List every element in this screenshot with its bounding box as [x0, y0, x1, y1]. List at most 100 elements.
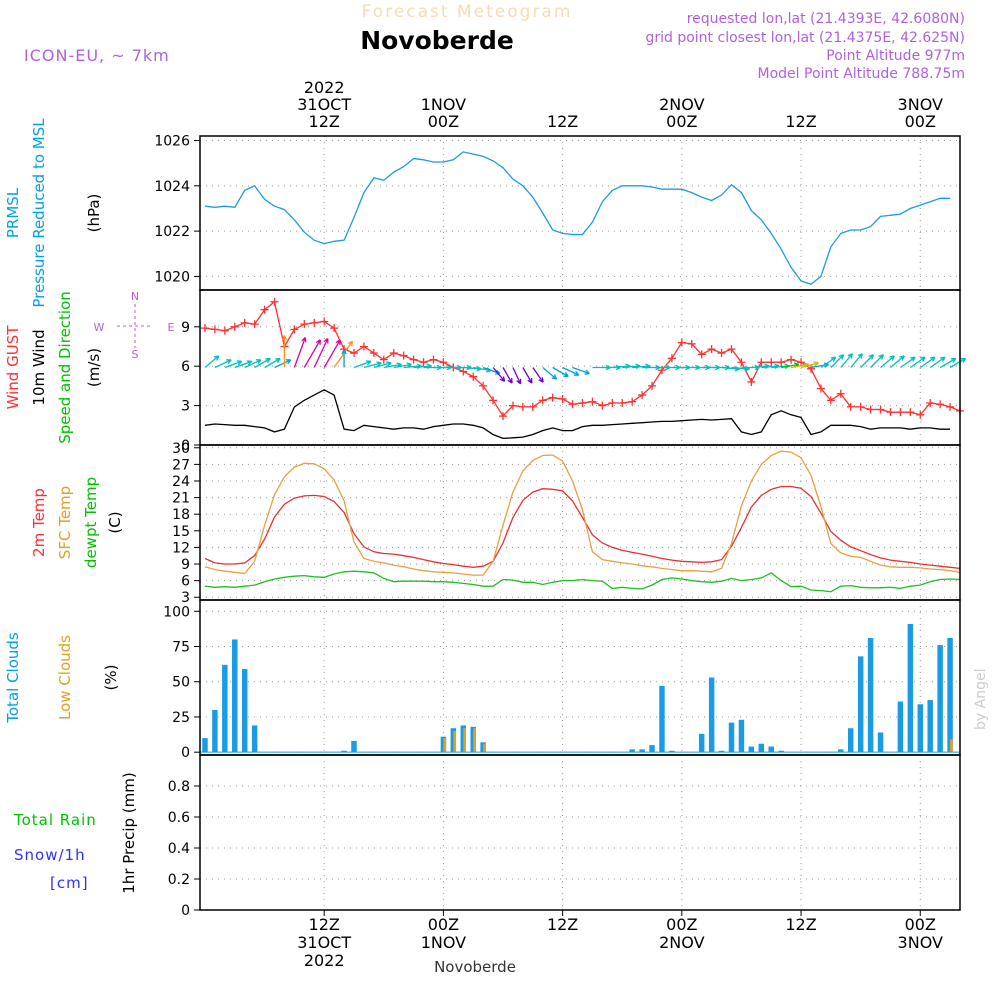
low-clouds-bar	[483, 743, 486, 753]
total-clouds-bar	[241, 669, 248, 753]
total-clouds-bar	[232, 639, 238, 753]
gust-marker	[767, 358, 776, 367]
low-clouds-bar	[473, 728, 476, 753]
clouds-label: Low Clouds	[56, 635, 74, 720]
wind-arrow	[830, 354, 845, 368]
station-title: Novoberde	[360, 26, 514, 55]
gust-marker	[618, 398, 627, 407]
gust-marker	[876, 405, 885, 414]
total-clouds-bar	[341, 750, 347, 753]
wind-arrow	[373, 361, 392, 369]
gust-marker	[369, 349, 378, 358]
low-clouds-bar	[443, 738, 447, 753]
temperature-label: 2m Temp	[30, 488, 48, 557]
temperature-y-tick-label: 30	[172, 441, 190, 457]
clouds-y-tick-label: 25	[172, 710, 190, 726]
precip-axis-label: 1hr Precip (mm)	[120, 772, 138, 893]
temperature-label: SFC Temp	[56, 486, 74, 559]
time-label-top: 3NOV	[898, 95, 943, 114]
total-clouds-bar	[927, 700, 933, 753]
total-clouds-bar	[748, 746, 755, 753]
temperature-y-tick-label: 6	[181, 574, 190, 590]
wind-arrow	[341, 349, 347, 368]
gust-marker	[210, 325, 219, 334]
precip-y-tick-label: 0	[181, 903, 190, 919]
gust-marker	[479, 381, 488, 390]
precip-y-tick-label: 0.4	[168, 841, 190, 857]
gust-marker	[320, 317, 329, 326]
gust-marker	[638, 391, 647, 400]
total-clouds-bar	[937, 645, 943, 753]
time-label-bottom: 12Z	[785, 915, 816, 934]
gust-marker	[260, 305, 269, 314]
sfc-temp-line	[204, 450, 961, 576]
wind-arrow	[919, 356, 936, 369]
gust-marker	[409, 355, 418, 364]
gust-marker	[787, 355, 796, 364]
gust-marker	[528, 402, 537, 411]
gust-marker	[687, 339, 696, 348]
time-label-bottom: 00Z	[428, 915, 459, 934]
wind-arrow	[313, 337, 329, 368]
gust-marker	[220, 326, 229, 335]
time-label-bottom: 1NOV	[421, 933, 466, 952]
gust-marker	[548, 393, 557, 402]
gust-marker	[906, 408, 915, 417]
wind-arrow	[254, 357, 271, 369]
time-label-top: 12Z	[785, 112, 816, 131]
wind-arrow	[562, 366, 580, 376]
wind-arrow	[274, 359, 292, 369]
gust-marker	[300, 320, 309, 329]
gust-marker	[399, 351, 408, 360]
gust-marker	[697, 350, 706, 359]
total-clouds-bar	[659, 685, 665, 753]
gust-marker	[429, 355, 438, 364]
gust-marker	[856, 402, 865, 411]
wind-arrow	[880, 355, 895, 368]
wind-arrow	[860, 354, 874, 368]
total-clouds-bar	[738, 719, 745, 753]
pressure-label: (hPa)	[85, 194, 103, 233]
gust-marker	[538, 396, 547, 405]
gust-marker	[866, 405, 875, 414]
temperature-y-tick-label: 18	[172, 507, 190, 523]
wind-arrow	[281, 335, 288, 368]
total-clouds-bar	[867, 638, 874, 753]
precip-y-tick-label: 0.6	[168, 810, 190, 826]
total-clouds-bar	[698, 733, 705, 753]
time-label-top: 12Z	[547, 112, 578, 131]
wind-label: 10m Wind	[30, 329, 48, 405]
gust-marker	[806, 364, 815, 373]
model-label: ICON-EU, ~ 7km	[24, 46, 170, 65]
wind-label: Wind GUST	[4, 325, 22, 410]
compass-letter: E	[168, 321, 175, 334]
total-clouds-bar	[202, 738, 208, 753]
requested-coords: requested lon,lat (21.4393E, 42.6080N)	[687, 11, 965, 27]
faded-title: Forecast Meteogram	[362, 2, 573, 22]
total-clouds-bar	[669, 750, 675, 753]
time-label-top: 31OCT	[297, 95, 351, 114]
wind-arrow	[949, 357, 967, 369]
model-altitude: Model Point Altitude 788.75m	[758, 66, 965, 82]
compass-rose-icon	[117, 304, 153, 348]
time-label-bottom: 31OCT	[297, 933, 351, 952]
gust-marker	[459, 367, 468, 376]
time-label-top: 00Z	[428, 112, 459, 131]
gust-marker	[737, 358, 746, 367]
gust-marker	[926, 398, 935, 407]
gust-marker	[757, 358, 766, 367]
wind-y-tick-label: 6	[181, 359, 190, 375]
gust-marker	[896, 408, 905, 417]
wind-y-tick-label: 0	[181, 438, 190, 454]
wind-arrow	[353, 360, 372, 369]
temperature-y-tick-label: 21	[172, 491, 190, 507]
gust-marker	[419, 358, 428, 367]
gust-marker	[598, 401, 607, 410]
wind-arrow	[939, 357, 957, 369]
gridpoint-coords: grid point closest lon,lat (21.4375E, 42…	[645, 30, 965, 46]
gust-marker	[667, 354, 676, 363]
pressure-frame	[199, 135, 961, 291]
time-label-bottom: 00Z	[905, 915, 936, 934]
gust-marker	[290, 325, 299, 334]
